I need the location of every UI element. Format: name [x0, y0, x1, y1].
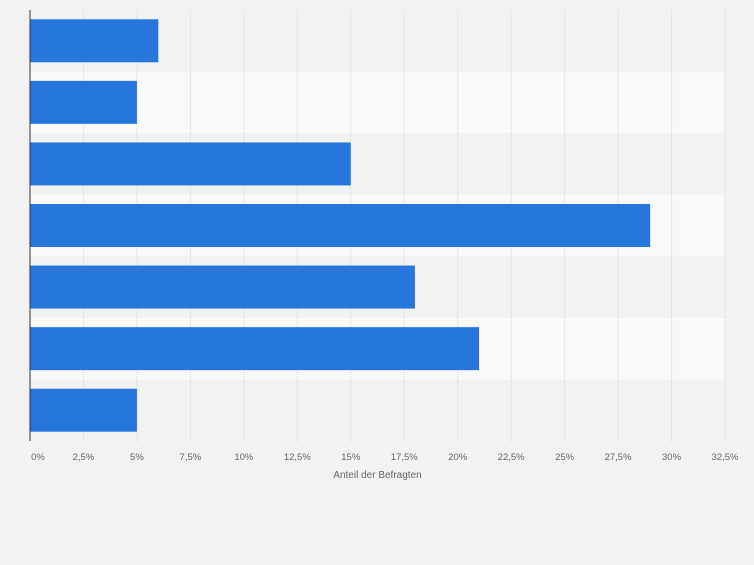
x-tick-label: 10%	[234, 452, 254, 463]
x-tick-label: 32,5%	[712, 452, 739, 463]
bar	[30, 142, 351, 186]
x-tick-labels: 0% 2,5% 5% 7,5% 10% 12,5% 15% 17,5% 20% 22,5% 25% 2…	[31, 452, 739, 463]
x-axis-label: Anteil der Befragten	[333, 470, 421, 481]
row-band	[30, 379, 725, 441]
x-tick-label: 20%	[448, 452, 468, 463]
x-tick-label: 27,5%	[605, 452, 632, 463]
x-tick-label: 15%	[341, 452, 361, 463]
bar	[30, 80, 137, 124]
bar	[30, 388, 137, 432]
bar	[30, 204, 651, 247]
x-tick-label: 7,5%	[180, 452, 202, 463]
bar	[30, 19, 159, 63]
bar	[30, 265, 415, 309]
x-tick-label: 0%	[31, 452, 45, 463]
x-tick-label: 2,5%	[73, 452, 95, 463]
x-tick-label: 12,5%	[284, 452, 311, 463]
bars	[30, 19, 651, 432]
x-tick-label: 5%	[130, 452, 144, 463]
bar	[30, 327, 480, 371]
x-tick-label: 25%	[555, 452, 575, 463]
row-band	[30, 71, 725, 134]
x-tick-label: 30%	[662, 452, 682, 463]
x-tick-label: 17,5%	[391, 452, 418, 463]
x-tick-label: 22,5%	[498, 452, 525, 463]
